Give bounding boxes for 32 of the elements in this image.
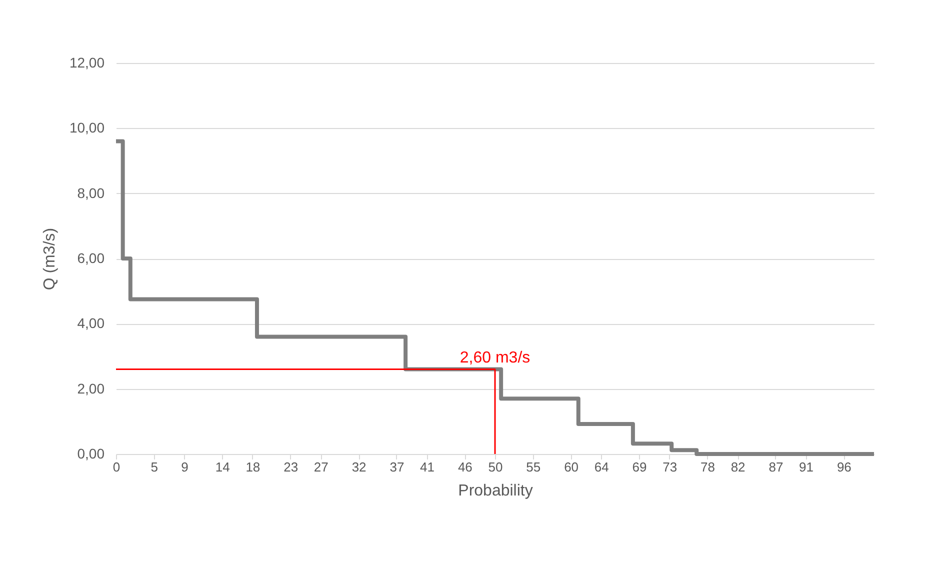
x-tick-label: 9: [181, 460, 188, 474]
x-tick-label: 73: [662, 460, 678, 474]
x-tick-label: 78: [700, 460, 715, 474]
x-tick-label: 87: [768, 460, 784, 474]
y-tick-label: 4,00: [77, 315, 105, 332]
x-tick-label: 64: [594, 460, 609, 474]
x-tick-label: 60: [564, 460, 579, 474]
x-tick-label: 55: [526, 460, 541, 474]
x-tick-label: 0: [112, 460, 120, 474]
y-tick-label: 10,00: [69, 120, 105, 136]
x-tick-label: 82: [730, 460, 746, 474]
x-tick-label: 27: [314, 460, 328, 474]
x-tick-label: 23: [284, 460, 298, 474]
x-tick-label: 32: [352, 460, 366, 474]
y-tick-label: 12,00: [69, 54, 105, 70]
x-tick-label: 69: [632, 460, 647, 474]
x-tick-label: 41: [420, 460, 435, 474]
x-tick-label: 46: [458, 460, 472, 474]
x-tick-label: 96: [836, 460, 852, 474]
x-tick-label: 91: [799, 460, 814, 474]
y-tick-label: 8,00: [77, 184, 105, 201]
x-tick-label: 18: [246, 460, 260, 474]
x-axis-title: Probability: [458, 482, 533, 500]
y-axis-title: Q (m3/s): [41, 228, 58, 290]
x-tick-label: 37: [390, 460, 404, 474]
annotation: 2,60 m3/s: [460, 349, 530, 366]
y-tick-label: 0,00: [77, 446, 105, 462]
y-tick-label: 6,00: [77, 250, 105, 266]
x-tick-label: 14: [215, 460, 230, 474]
y-tick-label: 2,00: [77, 380, 105, 396]
x-tick-label: 5: [150, 460, 158, 474]
x-tick-label: 50: [488, 460, 503, 474]
